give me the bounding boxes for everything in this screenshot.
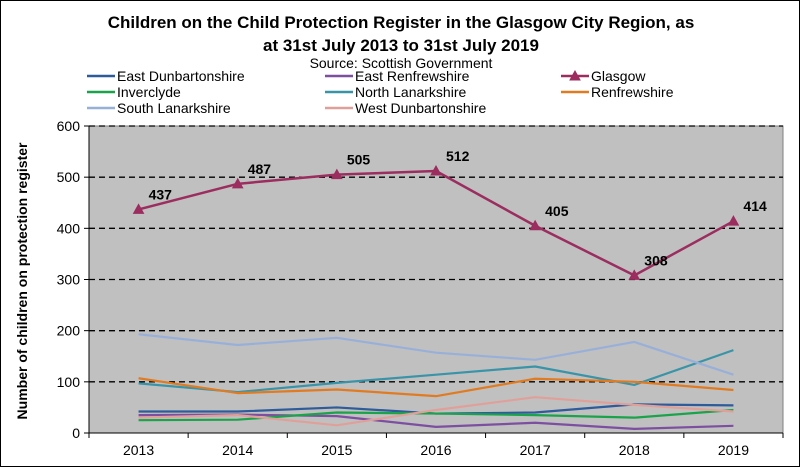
- series-line-west-dunbartonshire: [138, 396, 734, 427]
- legend-label-east-dunbartonshire: East Dunbartonshire: [117, 68, 245, 84]
- data-label-glasgow-2016: 512: [446, 148, 470, 164]
- data-label-glasgow-2019: 414: [743, 198, 767, 214]
- data-label-glasgow-2015: 505: [347, 152, 371, 168]
- data-point-glasgow-2016: [430, 164, 442, 176]
- data-label-glasgow-2013: 437: [149, 186, 173, 202]
- legend-label-glasgow: Glasgow: [591, 68, 646, 84]
- gridlines: [88, 125, 784, 434]
- x-tick-label-2019: 2019: [718, 442, 749, 458]
- x-tick-label-2016: 2016: [420, 442, 451, 458]
- data-labels: 437 487 505 512 405 308 414: [149, 148, 767, 268]
- axes: 0 100 200 300 400 500 600 2013 2014 2015 2016 2017 2…: [57, 118, 784, 458]
- legend-label-south-lanarkshire: South Lanarkshire: [117, 100, 231, 116]
- legend-label-east-renfrewshire: East Renfrewshire: [355, 68, 470, 84]
- data-point-glasgow-2019: [727, 215, 740, 226]
- data-label-glasgow-2018: 308: [644, 252, 668, 268]
- legend-marker-glasgow: [569, 69, 581, 81]
- data-point-glasgow-2017: [529, 219, 541, 231]
- data-label-glasgow-2014: 487: [248, 161, 272, 177]
- x-tick-label-2018: 2018: [619, 442, 650, 458]
- data-point-glasgow-2013: [132, 203, 145, 214]
- chart-title-line-2: at 31st July 2013 to 31st July 2019: [263, 36, 539, 55]
- data-point-glasgow-2018: [628, 269, 641, 280]
- x-tick-label-2013: 2013: [123, 442, 154, 458]
- legend: East Dunbartonshire East Renfrewshire Glas…: [87, 68, 674, 116]
- y-tick-label-0: 0: [72, 425, 80, 441]
- series-group: [132, 164, 740, 431]
- legend-label-inverclyde: Inverclyde: [117, 84, 181, 100]
- legend-label-renfrewshire: Renfrewshire: [591, 84, 674, 100]
- y-tick-label-500: 500: [57, 169, 81, 185]
- x-tick-label-2014: 2014: [222, 442, 253, 458]
- chart-subtitle: Source: Scottish Government: [310, 55, 493, 71]
- legend-label-west-dunbartonshire: West Dunbartonshire: [355, 100, 486, 116]
- y-axis-label: Number of children on protection registe…: [14, 142, 30, 419]
- y-tick-label-600: 600: [57, 118, 81, 134]
- x-tick-label-2017: 2017: [520, 442, 551, 458]
- series-line-south-lanarkshire: [138, 333, 734, 376]
- series-line-inverclyde: [138, 408, 734, 422]
- data-point-glasgow-2015: [331, 168, 343, 180]
- y-tick-label-300: 300: [57, 272, 81, 288]
- x-tick-label-2015: 2015: [321, 442, 352, 458]
- y-tick-label-200: 200: [57, 323, 81, 339]
- series-line-renfrewshire: [138, 377, 734, 398]
- legend-label-north-lanarkshire: North Lanarkshire: [355, 84, 466, 100]
- y-tick-label-100: 100: [57, 374, 81, 390]
- chart-title-line-1: Children on the Child Protection Registe…: [108, 13, 695, 32]
- data-point-glasgow-2014: [231, 177, 244, 189]
- y-tick-label-400: 400: [57, 220, 81, 236]
- data-label-glasgow-2017: 405: [545, 203, 569, 219]
